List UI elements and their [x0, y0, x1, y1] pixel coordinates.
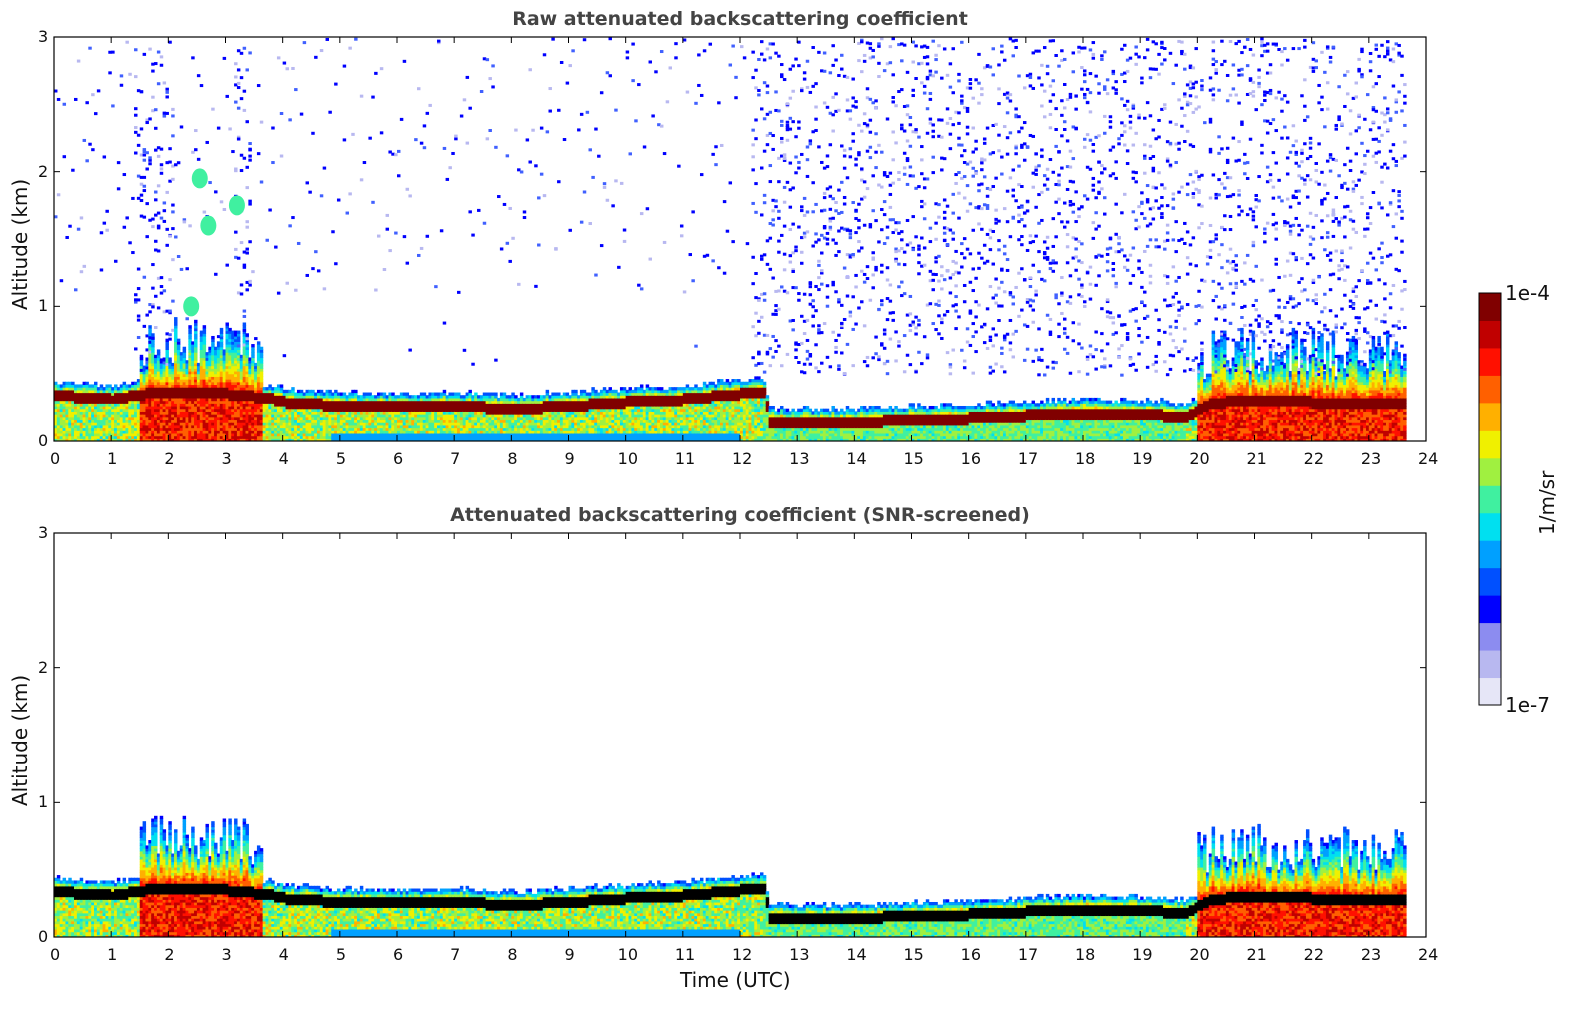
- x-tick-label: 4: [279, 449, 289, 468]
- x-tick-label: 15: [904, 945, 924, 964]
- colorbar-segment: [1479, 457, 1501, 486]
- x-tick-label: 19: [1132, 449, 1152, 468]
- x-tick-label: 21: [1247, 945, 1267, 964]
- x-tick-label: 11: [675, 945, 695, 964]
- x-tick-label: 12: [732, 449, 752, 468]
- x-tick-label: 16: [961, 449, 981, 468]
- colorbar-min-label: 1e-7: [1505, 693, 1550, 717]
- x-tick-label: 6: [393, 945, 403, 964]
- y-tick-label: 1: [38, 296, 48, 315]
- colorbar-segment: [1479, 402, 1501, 431]
- colorbar-segment: [1479, 293, 1501, 321]
- colorbar-segment: [1479, 595, 1501, 624]
- x-tick-label: 17: [1018, 449, 1038, 468]
- colorbar-segment: [1479, 650, 1501, 679]
- colorbar-segment: [1479, 622, 1501, 651]
- x-tick-label: 16: [961, 945, 981, 964]
- x-tick-label: 7: [450, 449, 460, 468]
- colorbar-max-label: 1e-4: [1505, 281, 1550, 305]
- x-tick-label: 7: [450, 945, 460, 964]
- x-tick-label: 19: [1132, 945, 1152, 964]
- x-tick-label: 22: [1304, 945, 1324, 964]
- x-tick-label: 13: [789, 945, 809, 964]
- x-tick-label: 10: [618, 449, 638, 468]
- x-tick-label: 24: [1418, 449, 1438, 468]
- colorbar: [1478, 292, 1502, 706]
- x-tick-label: 21: [1247, 449, 1267, 468]
- x-tick-label: 10: [618, 945, 638, 964]
- colorbar-segment: [1479, 677, 1501, 706]
- colorbar-frame: [1478, 292, 1502, 706]
- x-tick-label: 17: [1018, 945, 1038, 964]
- x-tick-label: 5: [336, 449, 346, 468]
- colorbar-segment: [1479, 485, 1501, 514]
- x-tick-label: 23: [1361, 945, 1381, 964]
- x-tick-label: 1: [107, 945, 117, 964]
- y-tick-label: 3: [38, 27, 48, 46]
- x-tick-label: 12: [732, 945, 752, 964]
- bottom-heatmap: [54, 815, 1407, 937]
- colorbar-segment: [1479, 567, 1501, 596]
- x-tick-label: 3: [222, 449, 232, 468]
- x-tick-label: 9: [565, 449, 575, 468]
- x-tick-label: 23: [1361, 449, 1381, 468]
- colorbar-segment: [1479, 512, 1501, 541]
- x-tick-label: 20: [1189, 945, 1209, 964]
- x-tick-label: 0: [50, 449, 60, 468]
- x-tick-label: 9: [565, 945, 575, 964]
- bottom-xlabel: Time (UTC): [680, 968, 791, 992]
- aerosol-patch: [191, 168, 208, 189]
- colorbar-segment: [1479, 540, 1501, 569]
- x-tick-label: 8: [507, 449, 517, 468]
- x-tick-label: 0: [50, 945, 60, 964]
- x-tick-label: 18: [1075, 449, 1095, 468]
- colorbar-segment: [1479, 320, 1501, 349]
- y-tick-label: 3: [38, 523, 48, 542]
- x-tick-label: 22: [1304, 449, 1324, 468]
- x-tick-label: 11: [675, 449, 695, 468]
- top-heatmap: [54, 37, 1407, 441]
- x-tick-label: 20: [1189, 449, 1209, 468]
- x-tick-label: 2: [164, 945, 174, 964]
- bottom-chart-title: Attenuated backscattering coefficient (S…: [54, 504, 1426, 526]
- x-tick-label: 14: [846, 945, 866, 964]
- x-tick-label: 2: [164, 449, 174, 468]
- x-tick-label: 18: [1075, 945, 1095, 964]
- y-tick-label: 2: [38, 162, 48, 181]
- x-tick-label: 8: [507, 945, 517, 964]
- x-tick-label: 1: [107, 449, 117, 468]
- x-tick-label: 15: [904, 449, 924, 468]
- top-chart-title: Raw attenuated backscattering coefficien…: [54, 8, 1426, 30]
- y-tick-label: 0: [38, 431, 48, 450]
- x-tick-label: 3: [222, 945, 232, 964]
- y-tick-label: 0: [38, 927, 48, 946]
- x-tick-label: 4: [279, 945, 289, 964]
- x-tick-label: 6: [393, 449, 403, 468]
- x-tick-label: 24: [1418, 945, 1438, 964]
- x-tick-label: 5: [336, 945, 346, 964]
- aerosol-patch: [183, 296, 200, 317]
- x-tick-label: 13: [789, 449, 809, 468]
- aerosol-patch: [228, 195, 245, 216]
- y-tick-label: 2: [38, 658, 48, 677]
- y-tick-label: 1: [38, 792, 48, 811]
- aerosol-patch: [200, 215, 217, 236]
- colorbar-segment: [1479, 347, 1501, 376]
- colorbar-segment: [1479, 375, 1501, 404]
- colorbar-segment: [1479, 430, 1501, 459]
- x-tick-label: 14: [846, 449, 866, 468]
